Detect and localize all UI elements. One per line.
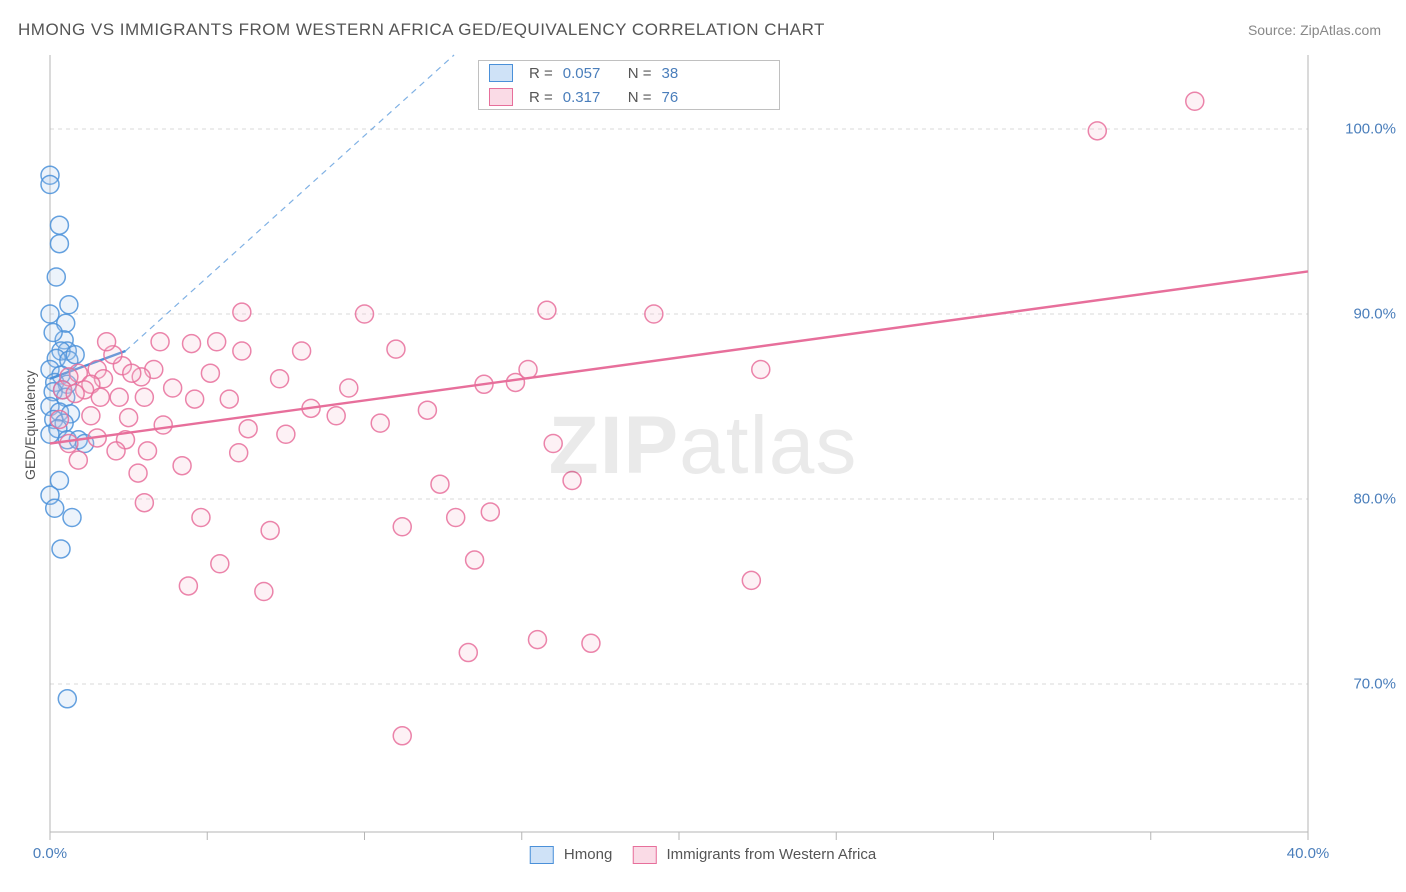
n-label: N = bbox=[628, 89, 652, 106]
n-value: 38 bbox=[662, 65, 717, 82]
r-value: 0.317 bbox=[563, 89, 618, 106]
n-value: 76 bbox=[662, 89, 717, 106]
swatch-wafr bbox=[489, 88, 513, 106]
y-tick-label: 80.0% bbox=[1353, 491, 1396, 508]
swatch-hmong bbox=[489, 64, 513, 82]
stats-row-wafr: R = 0.317 N = 76 bbox=[479, 85, 779, 109]
series-legend: Hmong Immigrants from Western Africa bbox=[530, 846, 876, 864]
swatch-wafr bbox=[632, 846, 656, 864]
legend-item-wafr: Immigrants from Western Africa bbox=[632, 846, 876, 864]
r-label: R = bbox=[529, 89, 553, 106]
stats-row-hmong: R = 0.057 N = 38 bbox=[479, 61, 779, 85]
r-value: 0.057 bbox=[563, 65, 618, 82]
swatch-hmong bbox=[530, 846, 554, 864]
scatter-chart bbox=[0, 0, 1406, 892]
x-tick-label: 0.0% bbox=[33, 845, 67, 862]
legend-label: Hmong bbox=[564, 846, 612, 863]
legend-item-hmong: Hmong bbox=[530, 846, 613, 864]
r-label: R = bbox=[529, 65, 553, 82]
y-tick-label: 100.0% bbox=[1345, 121, 1396, 138]
x-tick-label: 40.0% bbox=[1287, 845, 1330, 862]
legend-label: Immigrants from Western Africa bbox=[666, 846, 876, 863]
n-label: N = bbox=[628, 65, 652, 82]
y-tick-label: 70.0% bbox=[1353, 676, 1396, 693]
stats-legend-box: R = 0.057 N = 38 R = 0.317 N = 76 bbox=[478, 60, 780, 110]
y-tick-label: 90.0% bbox=[1353, 306, 1396, 323]
